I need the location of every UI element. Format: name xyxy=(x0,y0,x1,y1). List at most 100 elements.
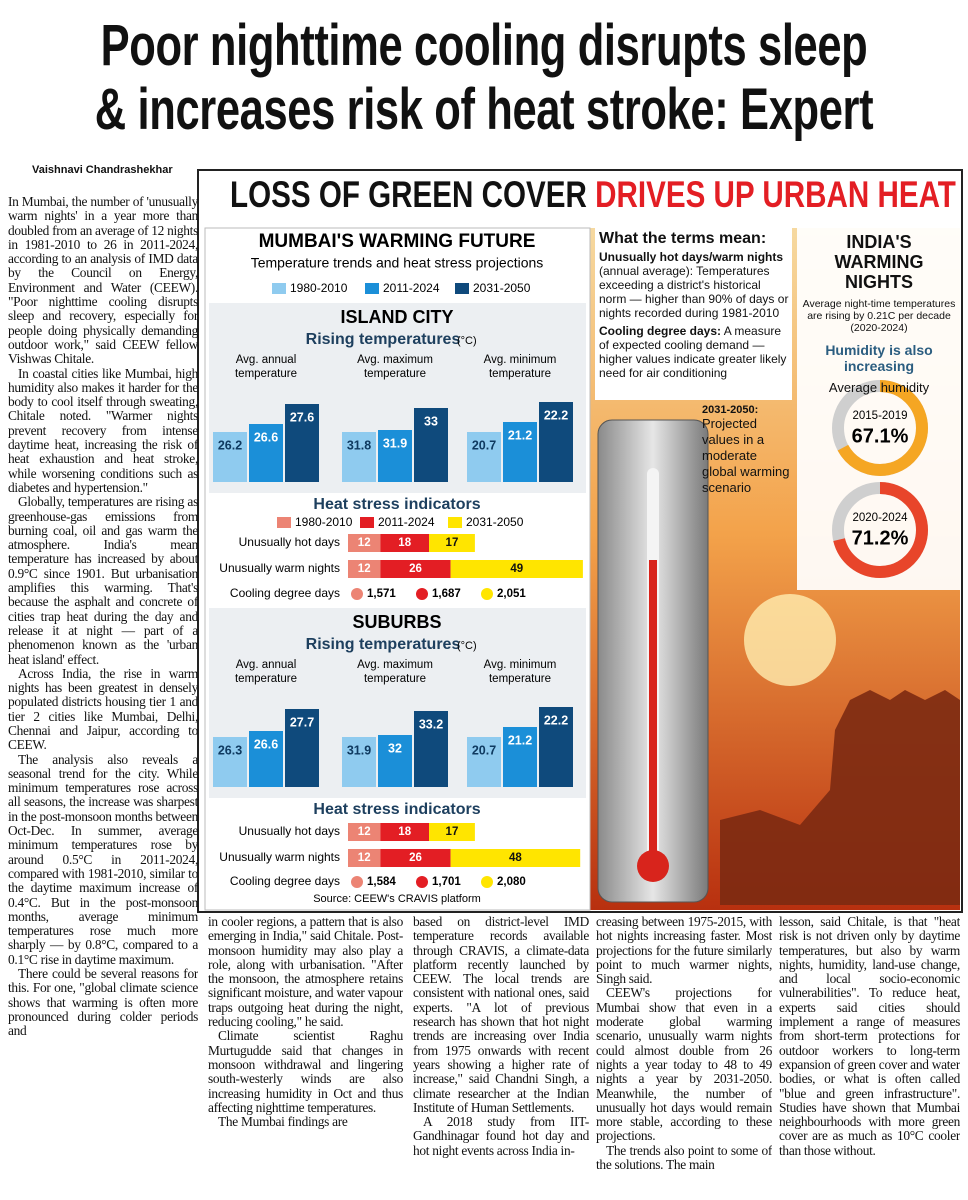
bar-value: 31.9 xyxy=(347,743,371,757)
cooling-dot xyxy=(416,876,428,888)
headline: & increases risk of heat stroke: Expert xyxy=(94,77,874,142)
bar-value: 21.2 xyxy=(508,733,532,747)
paragraph: In Mumbai, the number of 'unusually warm… xyxy=(8,195,198,367)
bar-value: 26.3 xyxy=(218,743,242,757)
stress-value: 12 xyxy=(358,537,371,549)
group-label: Avg. minimum xyxy=(484,659,557,671)
bar-value: 26.6 xyxy=(254,737,278,751)
bar-value: 33.2 xyxy=(419,717,443,731)
section-temp-unit: (°C) xyxy=(457,640,477,652)
paragraph: creasing between 1975-2015, with hot nig… xyxy=(596,915,772,987)
donut-value: 67.1% xyxy=(852,425,909,447)
stress-bar xyxy=(380,534,429,552)
cooling-value: 2,051 xyxy=(497,588,526,600)
cooling-dot xyxy=(481,876,493,888)
cooling-value: 1,571 xyxy=(367,588,396,600)
article-column: creasing between 1975-2015, with hot nig… xyxy=(596,915,772,1197)
cooling-value: 1,584 xyxy=(367,876,396,888)
term-name: Unusually hot days/warm nights xyxy=(599,250,784,264)
article-column: in cooler regions, a pattern that is als… xyxy=(208,915,403,1197)
term-text: (annual average): Temperatures exceeding… xyxy=(599,264,789,320)
temperature-bar xyxy=(285,709,319,787)
bar-value: 22.2 xyxy=(544,408,568,422)
projection-term: 2031-2050: xyxy=(702,404,759,416)
humidity-label: Average humidity xyxy=(828,380,930,395)
indicator-label: Cooling degree days xyxy=(230,586,340,600)
donut-arc xyxy=(832,482,928,578)
term-name: Cooling degree days: xyxy=(599,324,722,338)
temperature-bar xyxy=(539,707,573,787)
temperature-bar xyxy=(414,408,448,482)
paragraph: lesson, said Chitale, is that "heat risk… xyxy=(779,915,960,1158)
temperature-bar xyxy=(503,422,537,482)
temperature-bar xyxy=(213,737,247,787)
group-label: temperature xyxy=(364,368,426,380)
humidity-title: Humidity is also increasing xyxy=(825,342,933,374)
legend-swatch xyxy=(448,517,462,528)
byline: Vaishnavi Chandrashekhar xyxy=(32,164,173,176)
stress-bar xyxy=(429,823,475,841)
article-column: In Mumbai, the number of 'unusually warm… xyxy=(8,195,198,1195)
bar-value: 31.9 xyxy=(383,436,407,450)
temperature-bar xyxy=(467,432,501,482)
temperature-bar xyxy=(539,402,573,482)
group-label: Avg. maximum xyxy=(357,354,433,366)
stress-bar xyxy=(348,849,381,867)
indicator-label: Unusually hot days xyxy=(239,535,340,549)
bar-value: 21.2 xyxy=(508,428,532,442)
stress-bar xyxy=(380,849,451,867)
legend-swatch xyxy=(277,517,291,528)
panel-title: MUMBAI'S WARMING FUTURE xyxy=(259,231,536,252)
group-label: temperature xyxy=(489,673,551,685)
cooling-dot xyxy=(481,588,493,600)
legend-label: 2031-2050 xyxy=(466,515,524,529)
paragraph: In coastal cities like Mumbai, high humi… xyxy=(8,365,198,495)
bar-value: 26.2 xyxy=(218,438,242,452)
temperature-bar xyxy=(378,735,412,787)
term: Cooling degree days: A measure of expect… xyxy=(599,324,789,380)
legend-swatch xyxy=(272,283,286,294)
paragraph: A 2018 study from IIT-Gandhinagar found … xyxy=(413,1114,589,1158)
legend-label: 2011-2024 xyxy=(383,281,440,295)
paragraph: The trends also point to some of the sol… xyxy=(596,1142,772,1173)
stress-value: 12 xyxy=(358,826,371,838)
stress-title: Heat stress indicators xyxy=(313,801,480,818)
paragraph: CEEW's projections for Mumbai show that … xyxy=(596,985,772,1144)
terms-panel xyxy=(595,228,792,400)
group-label: temperature xyxy=(235,673,297,685)
bar-value: 31.8 xyxy=(347,438,371,452)
section-temp-title: Rising temperatures xyxy=(306,636,461,653)
stress-bar xyxy=(348,560,381,578)
title-part: DRIVES UP URBAN HEAT xyxy=(595,174,956,215)
legend-swatch xyxy=(365,283,379,294)
stress-value: 48 xyxy=(509,852,522,864)
temperature-bar xyxy=(342,737,376,787)
projection-text: Projected values in a moderate global wa… xyxy=(702,416,790,495)
legend-label: 1980-2010 xyxy=(295,515,353,529)
group-label: Avg. annual xyxy=(236,659,297,671)
paragraph: There could be several reasons for this.… xyxy=(8,966,198,1039)
stress-value: 26 xyxy=(409,563,422,575)
stress-value: 17 xyxy=(446,537,459,549)
panel-subtitle: Temperature trends and heat stress proje… xyxy=(251,255,544,271)
thermometer-bulb xyxy=(637,850,669,882)
thermometer-mercury xyxy=(649,560,657,860)
bar-value: 32 xyxy=(388,741,402,755)
legend-label: 1980-2010 xyxy=(290,281,348,295)
infographic-title: LOSS OF GREEN COVER DRIVES UP URBAN HEAT xyxy=(230,174,956,216)
temperature-bar xyxy=(414,711,448,787)
stress-bar xyxy=(380,560,451,578)
india-text: INDIA'S WARMING NIGHTS Average night-tim… xyxy=(800,232,958,395)
stress-title: Heat stress indicators xyxy=(313,496,480,513)
bar-value: 22.2 xyxy=(544,713,568,727)
cooling-dot xyxy=(351,876,363,888)
temperature-bar xyxy=(249,424,283,482)
paragraph: Climate scientist Raghu Murtugudde said … xyxy=(208,1028,403,1115)
paragraph: The Mumbai findings are xyxy=(218,1114,348,1130)
sun xyxy=(744,594,836,686)
donut-arc xyxy=(832,380,928,476)
stress-bar xyxy=(348,823,381,841)
term: Unusually hot days/warm nights (annual a… xyxy=(599,250,789,320)
